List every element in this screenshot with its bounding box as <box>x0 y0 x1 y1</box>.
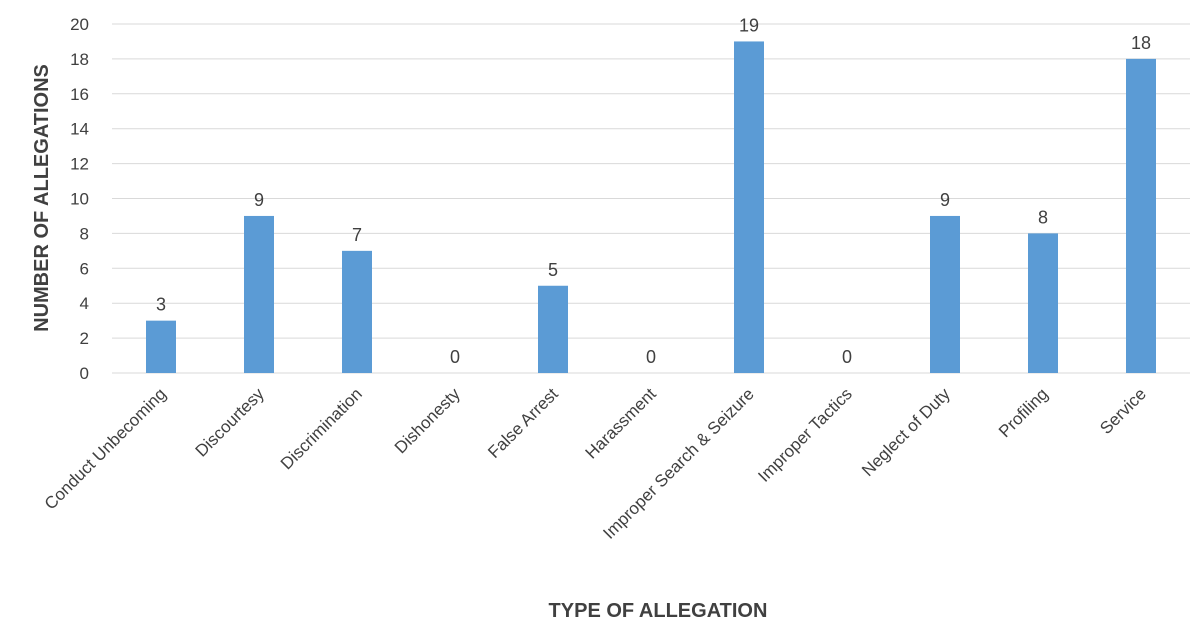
bars <box>146 41 1156 373</box>
data-label: 3 <box>156 295 166 315</box>
data-labels: 3 9 7 0 5 0 19 0 9 8 18 <box>156 15 1151 367</box>
bar <box>538 286 568 373</box>
data-label: 7 <box>352 225 362 245</box>
data-label: 0 <box>842 347 852 367</box>
x-axis-ticks: Conduct Unbecoming Discourtesy Discriminat… <box>41 384 1150 543</box>
data-label: 5 <box>548 260 558 280</box>
x-tick-label: Improper Tactics <box>754 384 855 485</box>
y-tick-label: 2 <box>80 329 89 348</box>
x-tick-label: Discrimination <box>277 384 366 473</box>
x-tick-label: False Arrest <box>484 384 562 462</box>
y-tick-label: 16 <box>70 85 89 104</box>
data-label: 9 <box>940 190 950 210</box>
bar <box>1028 233 1058 373</box>
y-tick-label: 6 <box>80 259 89 278</box>
y-tick-label: 10 <box>70 190 89 209</box>
y-tick-label: 12 <box>70 155 89 174</box>
x-tick-label: Dishonesty <box>391 384 464 457</box>
y-tick-label: 20 <box>70 15 89 34</box>
data-label: 18 <box>1131 33 1151 53</box>
x-tick-label: Profiling <box>995 384 1052 441</box>
y-axis-ticks: 0 2 4 6 8 10 12 14 16 18 20 <box>70 15 89 383</box>
y-tick-label: 18 <box>70 50 89 69</box>
y-tick-label: 8 <box>80 224 89 243</box>
bar <box>244 216 274 373</box>
data-label: 0 <box>450 347 460 367</box>
y-tick-label: 4 <box>80 294 89 313</box>
y-axis-title: NUMBER OF ALLEGATIONS <box>31 64 53 332</box>
bar <box>734 41 764 373</box>
bar <box>146 321 176 373</box>
bar <box>1126 59 1156 373</box>
x-tick-label: Service <box>1096 384 1150 438</box>
bar <box>342 251 372 373</box>
x-tick-label: Discourtesy <box>192 384 269 461</box>
x-tick-label: Harassment <box>582 384 660 462</box>
data-label: 19 <box>739 15 759 35</box>
x-axis-title: TYPE OF ALLEGATION <box>549 600 768 622</box>
data-label: 9 <box>254 190 264 210</box>
x-tick-label: Conduct Unbecoming <box>41 384 170 513</box>
bar <box>930 216 960 373</box>
y-tick-label: 0 <box>80 364 89 383</box>
data-label: 0 <box>646 347 656 367</box>
data-label: 8 <box>1038 207 1048 227</box>
y-tick-label: 14 <box>70 120 89 139</box>
x-tick-label: Neglect of Duty <box>858 384 954 480</box>
